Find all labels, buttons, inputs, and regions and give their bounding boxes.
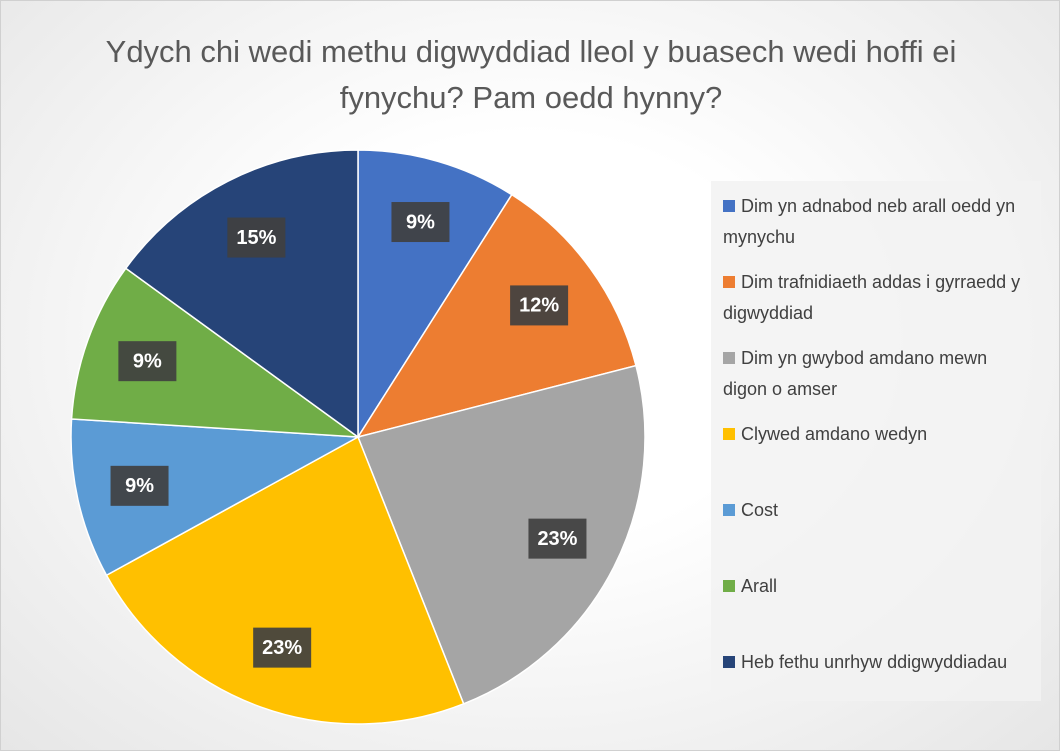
data-label-box <box>253 627 312 668</box>
data-label-box <box>528 518 587 559</box>
data-label: 9% <box>133 350 162 372</box>
legend-swatch <box>723 276 735 288</box>
data-label: 9% <box>125 475 154 497</box>
data-label-box <box>227 217 286 258</box>
data-label: 9% <box>406 211 435 233</box>
pie-slice <box>70 418 361 577</box>
legend-item: Dim yn adnabod neb arall oedd yn mynychu <box>723 191 1033 253</box>
pie-slice <box>70 267 361 438</box>
legend-label: Dim yn gwybod amdano mewn digon o amser <box>723 348 988 399</box>
data-label: 23% <box>262 637 302 659</box>
legend-label: Cost <box>741 500 779 520</box>
legend-item: Heb fethu unrhyw ddigwyddiadau <box>723 647 1033 678</box>
pie-slice <box>105 435 465 725</box>
legend-label: Clywed amdano wedyn <box>741 424 928 444</box>
data-label-box <box>510 285 569 326</box>
data-label: 12% <box>519 295 559 317</box>
data-label-box <box>118 341 177 382</box>
legend-item: Dim yn gwybod amdano mewn digon o amser <box>723 343 1033 405</box>
legend-swatch <box>723 200 735 212</box>
data-label: 23% <box>537 528 577 550</box>
legend-label: Dim trafnidiaeth addas i gyrraedd y digw… <box>723 272 1021 323</box>
legend: Dim yn adnabod neb arall oedd yn mynychu… <box>711 181 1041 701</box>
legend-item: Arall <box>723 571 1033 602</box>
legend-swatch <box>723 352 735 364</box>
legend-item: Cost <box>723 495 1033 526</box>
pie-slice <box>356 364 646 705</box>
legend-swatch <box>723 656 735 668</box>
legend-swatch <box>723 504 735 516</box>
data-label-box <box>110 465 169 506</box>
legend-label: Dim yn adnabod neb arall oedd yn mynychu <box>723 196 1016 247</box>
pie-slice <box>356 193 637 439</box>
data-label: 15% <box>236 227 276 249</box>
legend-label: Heb fethu unrhyw ddigwyddiadau <box>741 652 1008 672</box>
chart-title: Ydych chi wedi methu digwyddiad lleol y … <box>105 34 957 115</box>
legend-item: Dim trafnidiaeth addas i gyrraedd y digw… <box>723 267 1033 329</box>
legend-label: Arall <box>741 576 778 596</box>
legend-swatch <box>723 428 735 440</box>
legend-swatch <box>723 580 735 592</box>
pie-slice <box>124 149 359 439</box>
legend-item: Clywed amdano wedyn <box>723 419 1033 450</box>
data-label-box <box>391 202 450 243</box>
